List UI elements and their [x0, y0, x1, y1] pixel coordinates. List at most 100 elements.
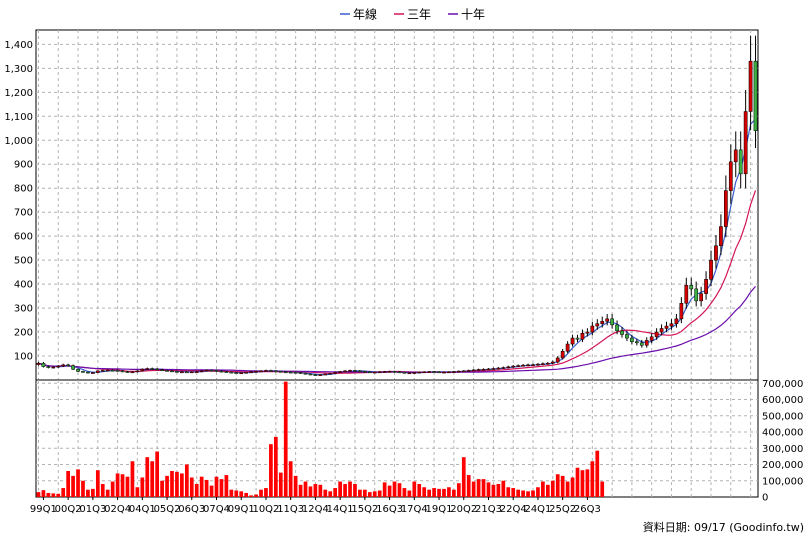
candle-body	[214, 370, 219, 372]
candle-body	[353, 370, 357, 372]
candle-body	[387, 371, 392, 373]
volume-bar	[412, 481, 417, 497]
candle-body	[66, 364, 71, 367]
candle-body	[541, 363, 545, 365]
candle-body	[733, 149, 738, 163]
volume-bar	[269, 444, 273, 497]
candle-body	[649, 336, 654, 341]
volume-bar	[288, 461, 293, 497]
candle-body	[392, 371, 397, 373]
candle-body	[293, 372, 298, 374]
volume-bar	[125, 476, 130, 497]
candle-body	[704, 279, 708, 294]
candle-body	[328, 373, 333, 375]
volume-bar	[165, 475, 169, 497]
volume-tick-label: 100,000	[762, 476, 803, 487]
candle-body	[244, 372, 249, 374]
volume-bar	[407, 490, 412, 497]
volume-bar	[76, 469, 80, 497]
candle-body	[298, 372, 303, 374]
candle-body	[452, 371, 456, 373]
candle-body	[417, 371, 422, 374]
volume-bar	[367, 492, 372, 497]
candle-body	[625, 334, 629, 339]
candle-body	[95, 370, 100, 373]
volume-bar	[590, 461, 595, 497]
candle-body	[570, 337, 575, 345]
x-tick-label: 21Q3	[475, 504, 502, 515]
candle-body	[565, 343, 570, 352]
volume-bar	[199, 476, 204, 497]
price-panel-frame	[35, 29, 759, 381]
volume-bar	[333, 488, 338, 497]
candle-body	[496, 367, 501, 370]
candle-body	[714, 245, 718, 261]
volume-bar	[521, 490, 525, 497]
candle-body	[595, 323, 600, 327]
ma-line	[38, 190, 757, 375]
candle-body	[590, 325, 595, 333]
volume-bar	[545, 484, 550, 497]
candle-body	[432, 371, 436, 373]
candle-body	[110, 369, 115, 372]
volume-bar	[318, 484, 323, 497]
candle-body	[531, 364, 535, 366]
volume-bar	[531, 490, 535, 497]
price-tick-label: 100	[14, 352, 33, 363]
volume-y-axis: 0 100,000 200,000 300,000 400,000 500,000 600,…	[762, 379, 803, 504]
volume-bar	[600, 481, 605, 497]
volume-bar	[209, 485, 214, 497]
x-tick-label: 20Q2	[450, 504, 477, 515]
volume-bar	[115, 473, 120, 497]
x-tick-label: 99Q1	[30, 504, 57, 515]
x-tick-label: 02Q4	[104, 504, 131, 515]
candle-body	[506, 366, 511, 369]
volume-bar	[254, 494, 258, 497]
candle-body	[689, 285, 694, 290]
volume-bar	[155, 451, 160, 497]
candle-body	[175, 371, 179, 373]
candle-body	[269, 370, 273, 372]
volume-bar	[298, 484, 303, 497]
volume-bar	[219, 479, 224, 497]
candle-body	[397, 371, 402, 374]
volume-tick-label: 300,000	[762, 444, 803, 455]
volume-bar	[452, 489, 456, 497]
price-tick-label: 200	[14, 328, 33, 339]
candle-body	[308, 373, 313, 376]
volume-bar	[565, 481, 570, 497]
candle-body	[664, 325, 669, 329]
volume-bar	[264, 488, 268, 497]
candle-body	[229, 371, 234, 374]
price-tick-label: 700	[14, 208, 33, 219]
volume-bar	[397, 483, 402, 497]
volume-tick-label: 500,000	[762, 411, 803, 422]
volume-bar	[308, 486, 313, 497]
volume-bar	[437, 488, 441, 497]
candle-body	[288, 371, 293, 374]
volume-tick-label: 0	[762, 493, 768, 504]
volume-bar	[249, 495, 253, 497]
price-tick-label: 400	[14, 280, 33, 291]
volume-bar	[511, 488, 516, 497]
legend-label: 十年	[461, 8, 485, 22]
x-tick-label: 26Q3	[574, 504, 601, 515]
candle-body	[545, 362, 550, 365]
volume-bar	[56, 493, 61, 497]
candle-body	[140, 368, 145, 372]
candle-body	[456, 370, 461, 373]
candle-body	[278, 371, 283, 373]
volume-bar	[303, 481, 308, 497]
volume-bar	[229, 489, 234, 497]
volume-bar	[180, 473, 184, 497]
volume-bar	[417, 484, 422, 497]
volume-bar	[506, 487, 511, 497]
volume-bar	[66, 471, 70, 497]
candle-body	[427, 371, 432, 373]
volume-tick-label: 400,000	[762, 428, 803, 439]
volume-bar	[170, 471, 174, 497]
candle-body	[634, 341, 639, 344]
candle-body	[120, 370, 125, 373]
candle-body	[46, 366, 51, 368]
